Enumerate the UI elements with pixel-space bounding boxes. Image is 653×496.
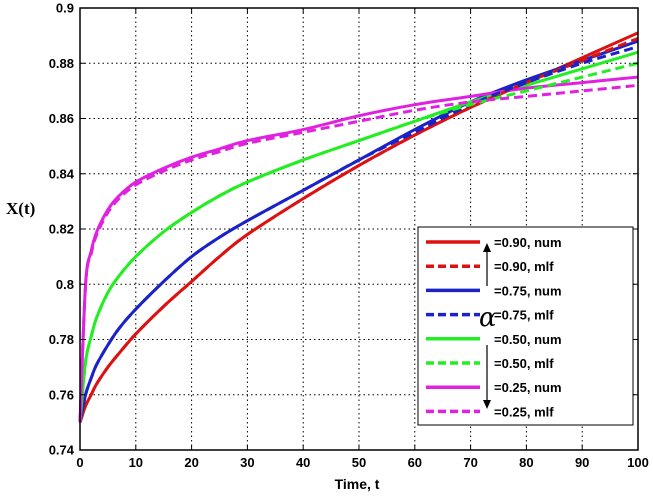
series-line-0-25-mlf	[78, 83, 639, 423]
y-tick-label: 0.9	[56, 1, 74, 16]
x-tick-label: 10	[129, 455, 143, 470]
legend-box	[417, 226, 634, 426]
y-tick-label: 0.74	[49, 443, 75, 458]
x-tick-label: 30	[240, 455, 254, 470]
x-axis-label: Time, t	[335, 476, 380, 492]
x-tick-label: 60	[408, 455, 422, 470]
x-tick-label: 100	[627, 455, 649, 470]
x-tick-label: 90	[575, 455, 589, 470]
y-tick-label: 0.82	[49, 222, 74, 237]
legend-label: =0.50, mlf	[494, 356, 554, 371]
legend-label: =0.90, num	[494, 235, 562, 250]
series-layer	[78, 31, 639, 423]
x-tick-label: 0	[76, 455, 83, 470]
y-tick-label: 0.84	[49, 166, 75, 181]
y-tick-label: 0.86	[49, 111, 74, 126]
legend-label: =0.75, mlf	[494, 308, 554, 323]
alpha-up-arrow	[483, 243, 491, 286]
series-line-0-50-mlf	[78, 61, 639, 423]
legend: =0.90, num =0.90, mlf =0.75, num =0.75, mlf…	[417, 226, 634, 426]
x-tick-label: 50	[352, 455, 366, 470]
alpha-symbol: α	[479, 303, 497, 333]
series-line-0-90-num	[78, 31, 639, 423]
y-tick-label: 0.88	[49, 56, 74, 71]
legend-label: =0.75, num	[494, 283, 562, 298]
legend-label: =0.90, mlf	[494, 259, 554, 274]
series-line-0-75-mlf	[78, 45, 639, 423]
y-tick-label: 0.8	[56, 277, 74, 292]
x-tick-label: 70	[463, 455, 477, 470]
axis-ticks: 0 10 20 30 40 50 60 70 80 90 100 0.74 0.76 0.78 0.8 0.8…	[49, 1, 649, 471]
x-tick-label: 40	[296, 455, 310, 470]
x-tick-label: 20	[184, 455, 198, 470]
y-tick-label: 0.78	[49, 332, 74, 347]
legend-label: =0.25, num	[494, 380, 562, 395]
legend-label: =0.25, mlf	[494, 404, 554, 419]
alpha-down-arrow	[483, 345, 491, 409]
legend-label: =0.50, num	[494, 332, 562, 347]
x-tick-label: 80	[519, 455, 533, 470]
y-axis-label: X(t)	[6, 199, 35, 218]
y-tick-label: 0.76	[49, 387, 74, 402]
